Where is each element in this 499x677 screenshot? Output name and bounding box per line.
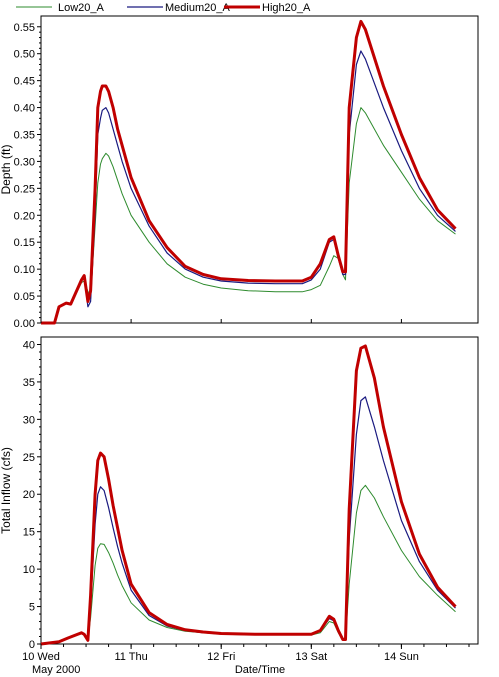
legend: Low20_A Medium20_A High20_A: [16, 2, 311, 14]
y-tick-label: 0.20: [14, 210, 35, 222]
y-tick-label: 0.35: [14, 129, 35, 141]
series-line-Low20_A: [41, 107, 456, 324]
series-line-High20_A: [40, 344, 457, 646]
x-axis-date-sublabel: May 2000: [32, 664, 80, 676]
x-axis-label: Date/Time: [235, 664, 285, 676]
y-tick-label: 0.05: [14, 291, 35, 303]
y-tick-label: 5: [29, 602, 35, 614]
y-tick-label: 0.25: [14, 183, 35, 195]
plot-frame: [40, 336, 479, 645]
y-tick-label: 0.40: [14, 103, 35, 115]
y-tick-label: 30: [23, 414, 35, 426]
series-line-Medium20_A: [41, 50, 456, 324]
plot-frame: [40, 15, 479, 324]
y-tick-label: 0.15: [14, 237, 35, 249]
y-tick-label: 40: [23, 339, 35, 351]
y-tick-label: 35: [23, 377, 35, 389]
y-tick-label: 0.00: [14, 318, 35, 330]
inflow-panel: 0 5 10 15 20 25 30 35 40 Total Inflow (cfs): [0, 336, 479, 651]
x-tick-label: 13 Sat: [295, 651, 327, 663]
x-tick-label: 11 Thu: [114, 651, 147, 663]
y-axis-label: Total Inflow (cfs): [0, 447, 13, 534]
y-tick-label: 0: [29, 639, 35, 651]
y-tick-label: 15: [23, 527, 35, 539]
x-tick-label: 12 Fri: [207, 651, 235, 663]
series-line-Low20_A: [40, 484, 456, 645]
legend-label-High20_A: High20_A: [262, 2, 311, 14]
y-tick-label: 20: [23, 489, 35, 501]
y-tick-label: 25: [23, 452, 35, 464]
y-tick-label: 0.45: [14, 76, 35, 88]
y-tick-label: 0.50: [14, 49, 35, 61]
y-tick-label: 0.10: [14, 264, 35, 276]
legend-label-Low20_A: Low20_A: [58, 2, 105, 14]
x-axis: 10 Wed 11 Thu 12 Fri 13 Sat 14 Sun May 2000 Da…: [22, 319, 470, 676]
legend-label-Medium20_A: Medium20_A: [165, 2, 230, 14]
depth-panel: 0.00 0.05 0.10 0.15 0.20 0.25 0.30 0.35 0.40 0.45…: [0, 15, 479, 330]
y-tick-label: 0.30: [14, 156, 35, 168]
y-tick-label: 10: [23, 564, 35, 576]
series-line-Medium20_A: [40, 396, 456, 645]
series-line-High20_A: [41, 19, 457, 325]
x-tick-label: 14 Sun: [384, 651, 419, 663]
y-tick-label: 0.55: [14, 22, 35, 34]
y-axis-label: Depth (ft): [0, 144, 13, 194]
x-tick-label: 10 Wed: [22, 651, 60, 663]
